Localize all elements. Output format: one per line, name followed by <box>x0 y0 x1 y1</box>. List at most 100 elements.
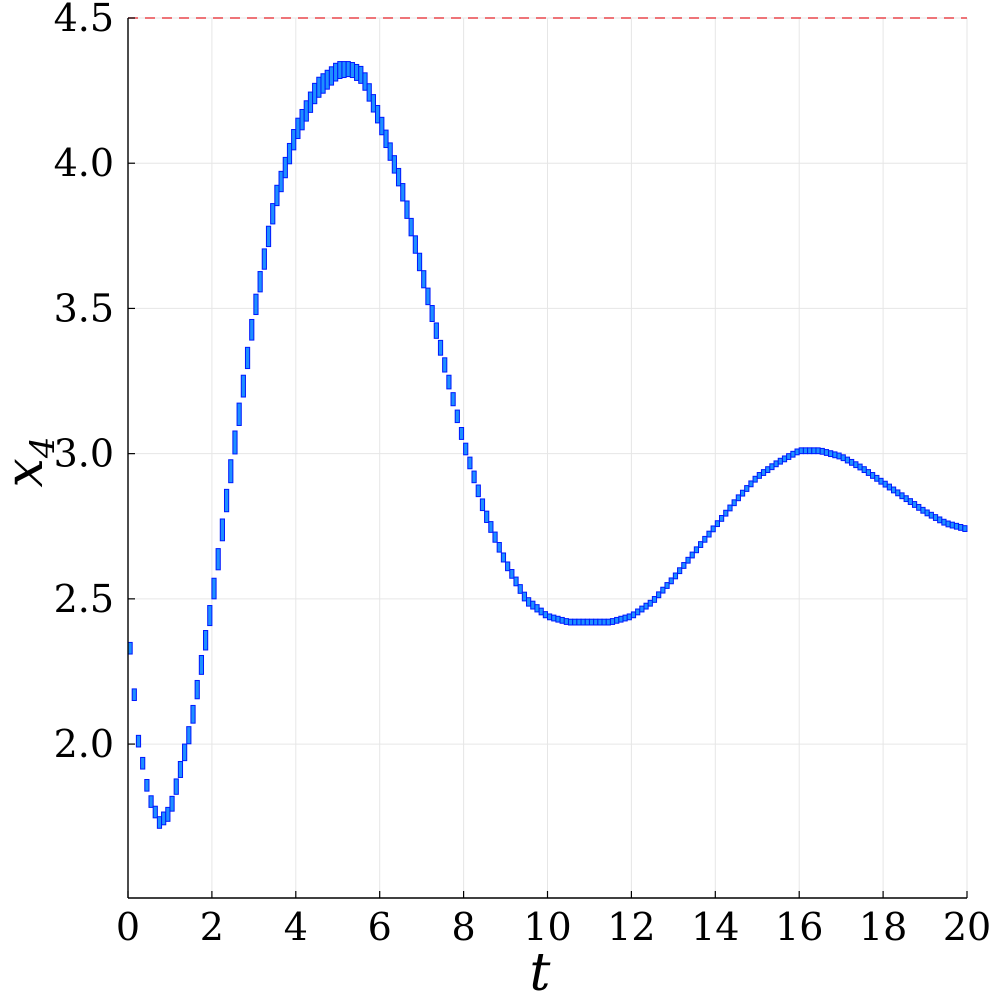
interval-box <box>815 447 821 455</box>
interval-box <box>744 485 750 492</box>
interval-box <box>358 65 364 84</box>
interval-box <box>547 613 553 621</box>
interval-box <box>895 489 901 497</box>
interval-box <box>635 608 641 616</box>
interval-box <box>496 542 502 553</box>
interval-box <box>488 521 494 533</box>
series-group <box>127 61 968 829</box>
x-tick-label: 8 <box>452 905 476 949</box>
interval-box <box>425 287 431 306</box>
interval-box <box>937 516 943 524</box>
interval-box <box>681 562 687 569</box>
interval-box <box>928 511 934 519</box>
interval-box <box>270 203 276 225</box>
interval-box <box>404 200 410 219</box>
y-axis-label-base: x <box>0 458 55 487</box>
interval-box <box>538 607 544 616</box>
interval-box <box>605 618 611 626</box>
interval-box <box>685 556 691 564</box>
interval-box <box>802 447 809 455</box>
interval-box <box>647 599 653 607</box>
interval-box <box>781 455 788 463</box>
interval-box <box>643 602 649 610</box>
interval-box <box>693 546 700 554</box>
interval-box <box>786 453 792 460</box>
interval-box <box>312 82 318 105</box>
interval-box <box>555 615 561 623</box>
y-tick-label: 2.0 <box>54 722 114 766</box>
interval-box <box>945 520 951 528</box>
interval-box <box>718 515 725 522</box>
interval-box <box>551 614 557 622</box>
interval-box <box>370 94 377 113</box>
interval-box <box>526 597 532 607</box>
interval-box <box>698 541 704 548</box>
interval-box <box>454 409 460 424</box>
interval-box <box>756 472 762 479</box>
y-tick-label: 3.0 <box>54 432 114 476</box>
interval-box <box>517 584 523 594</box>
interval-box <box>542 611 548 619</box>
interval-box <box>865 469 872 476</box>
x-tick-label: 0 <box>116 905 140 949</box>
interval-box <box>702 535 708 543</box>
interval-box <box>316 76 322 98</box>
interval-box <box>874 474 880 482</box>
interval-box <box>140 756 146 770</box>
interval-box <box>295 117 301 140</box>
interval-box <box>513 576 519 587</box>
interval-box <box>198 654 205 675</box>
interval-box <box>765 466 771 474</box>
interval-box <box>479 498 486 512</box>
interval-box <box>421 270 427 289</box>
interval-box <box>467 456 473 470</box>
interval-box <box>207 605 213 627</box>
interval-box <box>953 522 960 530</box>
interval-box <box>958 524 964 531</box>
interval-box <box>572 618 578 626</box>
interval-box <box>853 461 859 469</box>
interval-box <box>777 457 783 465</box>
interval-box <box>584 618 590 626</box>
interval-box <box>911 501 918 508</box>
interval-box <box>597 618 603 626</box>
interval-box <box>567 618 574 626</box>
interval-box <box>228 459 234 484</box>
interval-box <box>660 586 666 594</box>
interval-box <box>244 346 251 370</box>
interval-box <box>190 704 196 724</box>
interval-box <box>907 498 913 505</box>
interval-box <box>739 489 746 497</box>
interval-box <box>505 561 511 572</box>
x-tick-labels: 0 2 4 6 8 10 12 14 16 18 20 <box>116 905 991 949</box>
interval-box <box>672 572 679 580</box>
interval-box <box>282 156 288 179</box>
interval-box <box>890 486 897 494</box>
interval-box <box>299 108 305 131</box>
interval-box <box>626 613 632 621</box>
interval-box <box>395 167 402 187</box>
interval-box <box>400 183 406 202</box>
interval-box <box>836 452 842 460</box>
interval-box <box>639 605 645 613</box>
interval-box <box>354 63 360 81</box>
interval-box <box>341 61 347 79</box>
interval-box <box>416 252 423 272</box>
interval-box <box>689 551 695 559</box>
interval-box <box>169 795 175 812</box>
interval-box <box>186 726 192 745</box>
interval-box <box>714 520 720 528</box>
interval-box <box>223 488 230 513</box>
interval-box <box>144 779 150 792</box>
interval-box <box>148 795 154 808</box>
interval-box <box>458 427 465 440</box>
interval-box <box>735 494 741 502</box>
interval-box <box>391 155 397 174</box>
interval-box <box>177 760 184 778</box>
interval-box <box>156 816 163 829</box>
interval-box <box>870 472 876 479</box>
interval-box <box>286 142 293 165</box>
y-axis-label: x4 <box>0 437 63 488</box>
interval-box <box>530 600 536 610</box>
x-tick-label: 14 <box>691 905 739 949</box>
